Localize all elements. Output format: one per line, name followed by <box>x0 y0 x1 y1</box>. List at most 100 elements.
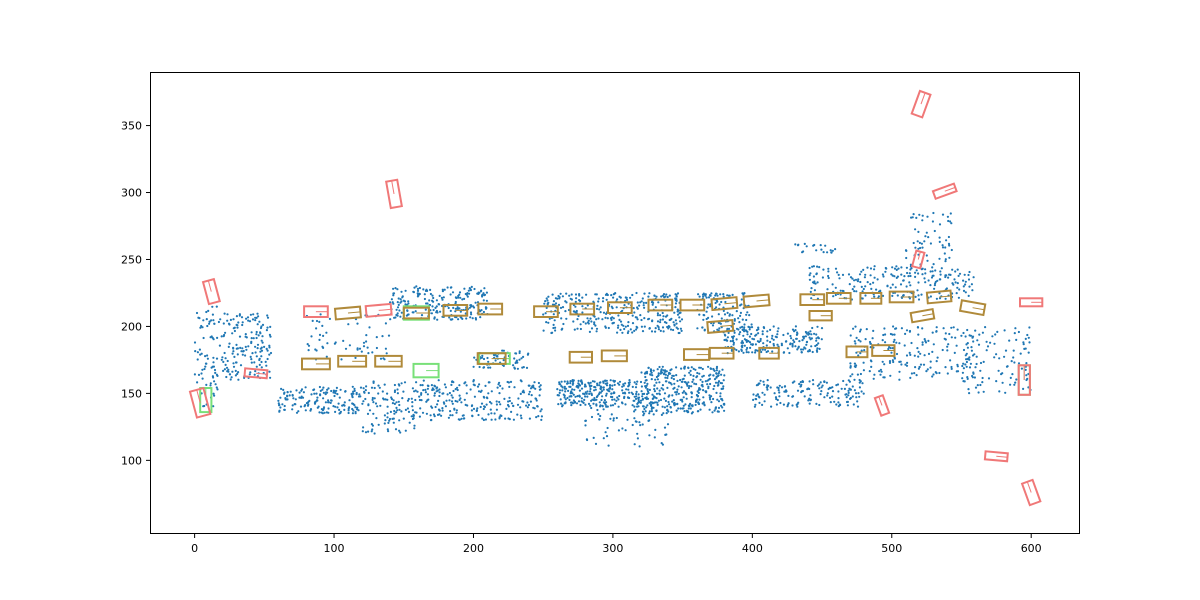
lidar-point <box>493 354 496 357</box>
lidar-point <box>698 366 701 369</box>
lidar-point <box>255 336 258 340</box>
lidar-point <box>582 401 585 404</box>
lidar-point <box>602 297 605 300</box>
lidar-point <box>376 405 379 408</box>
lidar-point <box>661 443 665 446</box>
lidar-point <box>947 235 951 239</box>
lidar-point <box>444 405 447 408</box>
lidar-point <box>849 397 852 400</box>
lidar-point <box>857 354 860 357</box>
lidar-point <box>624 403 627 406</box>
lidar-point <box>240 350 243 353</box>
lidar-point <box>418 395 421 398</box>
lidar-point <box>351 412 354 415</box>
lidar-point <box>1001 372 1004 375</box>
lidar-point <box>719 395 722 398</box>
x-tick-label: 300 <box>602 542 623 555</box>
lidar-point <box>485 291 488 294</box>
lidar-point <box>353 389 356 392</box>
lidar-point <box>872 377 875 380</box>
lidar-point <box>357 409 360 412</box>
lidar-point <box>977 343 981 346</box>
lidar-point <box>415 381 418 384</box>
lidar-point <box>807 331 810 334</box>
lidar-point <box>881 360 884 363</box>
lidar-point <box>319 313 322 316</box>
lidar-point <box>516 413 519 416</box>
lidar-point <box>226 359 229 363</box>
lidar-point <box>645 397 648 401</box>
lidar-point <box>653 388 656 391</box>
lidar-point <box>193 341 197 344</box>
lidar-point <box>501 349 504 352</box>
box-overlap <box>845 345 869 359</box>
lidar-point <box>228 323 231 326</box>
lidar-point <box>716 294 719 297</box>
lidar-point <box>775 403 779 406</box>
lidar-point <box>226 313 229 316</box>
lidar-point <box>234 374 237 377</box>
lidar-point <box>611 384 614 387</box>
lidar-point <box>924 272 927 275</box>
lidar-point <box>333 342 336 345</box>
lidar-point <box>1004 391 1007 394</box>
lidar-point <box>370 423 373 426</box>
lidar-point <box>927 236 930 239</box>
lidar-point <box>727 327 731 330</box>
lidar-point <box>586 390 589 393</box>
lidar-point <box>502 359 505 362</box>
lidar-point <box>456 388 459 392</box>
lidar-point <box>425 412 428 415</box>
lidar-point <box>589 385 592 388</box>
lidar-point <box>582 392 585 395</box>
lidar-point <box>587 319 590 322</box>
lidar-point <box>244 345 247 348</box>
lidar-point <box>958 288 961 291</box>
lidar-point <box>527 393 531 396</box>
lidar-point <box>805 245 808 248</box>
lidar-point <box>615 416 618 420</box>
lidar-point <box>834 286 837 289</box>
lidar-point <box>842 290 845 293</box>
lidar-point <box>574 395 577 398</box>
lidar-point <box>263 345 266 348</box>
lidar-point <box>616 298 619 301</box>
lidar-point <box>255 333 258 336</box>
lidar-point <box>962 331 965 335</box>
lidar-point <box>632 307 635 310</box>
lidar-point <box>209 382 212 385</box>
lidar-point <box>429 419 433 422</box>
lidar-point <box>388 417 392 421</box>
lidar-point <box>259 332 262 335</box>
lidar-point <box>618 380 622 383</box>
lidar-point <box>895 268 898 271</box>
lidar-point <box>256 323 259 326</box>
lidar-point <box>813 332 816 335</box>
lidar-point <box>631 385 634 388</box>
lidar-point <box>566 396 569 400</box>
lidar-point <box>507 400 510 403</box>
lidar-point <box>611 398 614 401</box>
lidar-point <box>666 295 669 299</box>
lidar-point <box>620 401 624 404</box>
lidar-point <box>947 343 950 346</box>
lidar-point <box>448 399 451 402</box>
lidar-point <box>585 293 588 296</box>
lidar-point <box>561 306 565 309</box>
lidar-point <box>335 389 338 392</box>
lidar-point <box>951 282 954 285</box>
lidar-point <box>889 347 892 350</box>
lidar-point <box>605 292 608 295</box>
lidar-point <box>617 314 620 317</box>
lidar-point <box>495 408 498 411</box>
lidar-point <box>215 386 218 389</box>
lidar-point <box>954 336 957 339</box>
lidar-point <box>458 291 462 294</box>
lidar-point <box>666 386 669 389</box>
lidar-point <box>891 283 894 286</box>
lidar-point <box>933 287 936 290</box>
lidar-point <box>556 388 559 391</box>
lidar-point <box>517 397 520 400</box>
lidar-point <box>731 305 735 308</box>
lidar-point <box>223 333 226 337</box>
